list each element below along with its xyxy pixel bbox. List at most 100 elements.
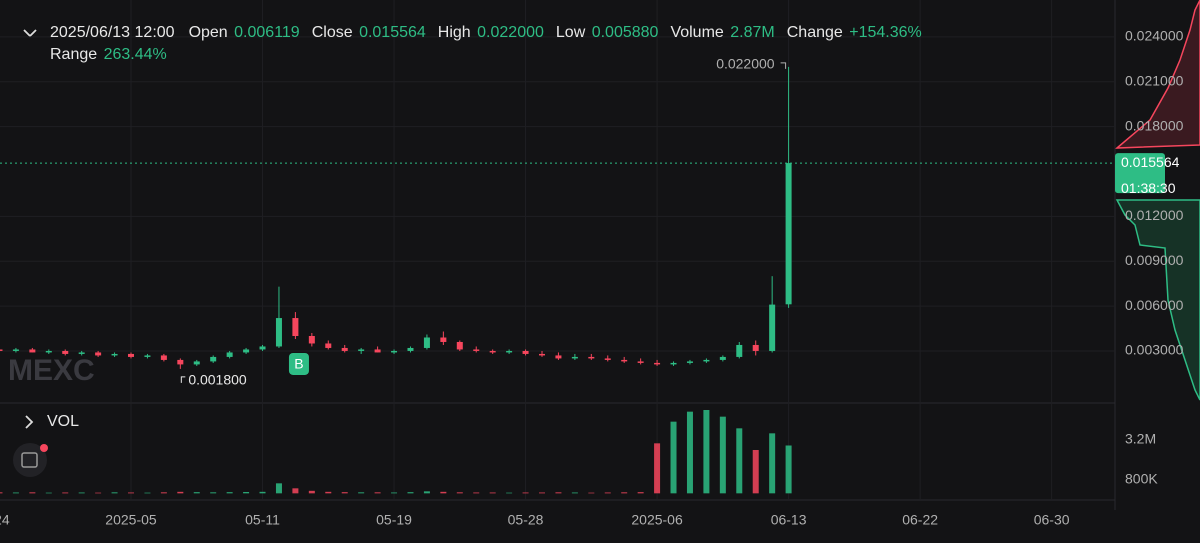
volume-bar [539,492,545,494]
tool-button[interactable] [13,443,47,477]
y-tick-label: 0.012000 [1125,207,1184,223]
volume-bar [571,492,578,494]
volume-bar [12,492,19,494]
datetime: 2025/06/13 12:00 [50,24,175,41]
candle-body [621,359,628,362]
volume-bar [111,492,118,494]
field-label: Open [188,24,228,41]
tool-icon [21,452,38,468]
candle-body [374,349,381,353]
last-price-box [1115,153,1165,194]
y-tick-label: 0.024000 [1125,28,1184,44]
y-tick-label: 0.003000 [1125,342,1184,358]
candle-body [341,347,348,351]
field-value: 2.87M [730,24,775,41]
candle-body [243,349,250,353]
field-value: 0.015564 [359,24,426,41]
candle-body [12,349,19,351]
x-tick-label: 05-19 [376,512,412,528]
x-tick-label: 05-28 [508,512,544,528]
candle-body [588,356,595,359]
candle-body [555,355,562,359]
candle-body [177,359,184,365]
volume-bar [374,492,381,494]
volume-bar [785,445,792,494]
volume-bar [719,416,726,494]
trade-marker-label: B [294,356,303,372]
collapse-icon[interactable] [23,29,37,38]
candle-body [571,356,578,359]
volume-bar [440,491,447,494]
volume-bar [358,492,365,494]
candle-body [407,347,414,351]
volume-bar [243,492,250,494]
candle-body [308,336,315,344]
header-row: Range 263.44% [50,46,934,64]
high-pointer [780,62,787,69]
candle-body [226,352,233,357]
candle-body [703,359,710,362]
header-row: 2025/06/13 12:00 Open 0.006119 Close 0.015… [50,24,934,42]
candle-body [259,346,266,350]
candle-body [522,350,529,354]
last-price-label: 0.015564 [1121,154,1180,170]
volume-bar [423,491,430,494]
expand-icon[interactable] [25,415,34,429]
volume-bar [275,483,282,494]
volume-bar [752,450,759,494]
trade-marker [288,352,309,375]
candle-body [423,337,430,348]
volume-bar [703,410,710,494]
volume-bar [308,490,315,494]
candle-body [670,362,677,365]
volume-bar [0,492,3,494]
y-tick-label: 0.021000 [1125,72,1184,88]
volume-bar [160,492,167,494]
depth-ask [1114,0,1200,149]
volume-bar [177,491,184,494]
field-label: Volume [670,24,724,41]
field-value: 0.022000 [477,24,544,41]
candle-body [95,352,102,356]
volume-bar [193,492,200,494]
volume-bar [769,433,776,494]
candle-body [111,353,118,356]
candle-body [769,304,776,351]
volume-bar [489,492,496,494]
y-tick-label: 0.006000 [1125,297,1184,313]
ohlc-header: 2025/06/13 12:00 Open 0.006119 Close 0.015… [50,24,934,64]
field-value: 0.006119 [234,24,300,41]
field-label: Range [50,46,98,63]
candle-body [686,361,693,363]
volume-bar [736,428,743,494]
volume-bar [588,492,595,494]
candle-body [637,361,644,363]
candle-body [128,353,134,357]
volume-bar [292,488,299,494]
volume-bar [128,492,134,494]
x-tick-label: -24 [0,512,10,528]
candle-body [29,349,36,353]
volume-bar [391,492,398,494]
candle-body [473,349,480,351]
candle-body [456,341,463,350]
volume-bar [506,492,513,494]
candle-body [45,350,52,353]
x-tick-label: 06-13 [771,512,807,528]
field-value: +154.36% [849,24,922,41]
high-label: 0.022000 [716,56,775,72]
candle-body [489,350,496,353]
field-label: High [437,24,471,41]
volume-bar [407,492,414,494]
volume-bar [45,492,52,494]
candle-body [210,356,217,362]
y-tick-label: 0.018000 [1125,117,1184,133]
field-label: Low [555,24,586,41]
volume-bar [325,491,332,494]
vol-label: VOL [47,413,79,430]
countdown-label: 01:38:30 [1121,180,1176,196]
volume-bar [259,491,266,494]
depth-bid [1115,199,1200,401]
